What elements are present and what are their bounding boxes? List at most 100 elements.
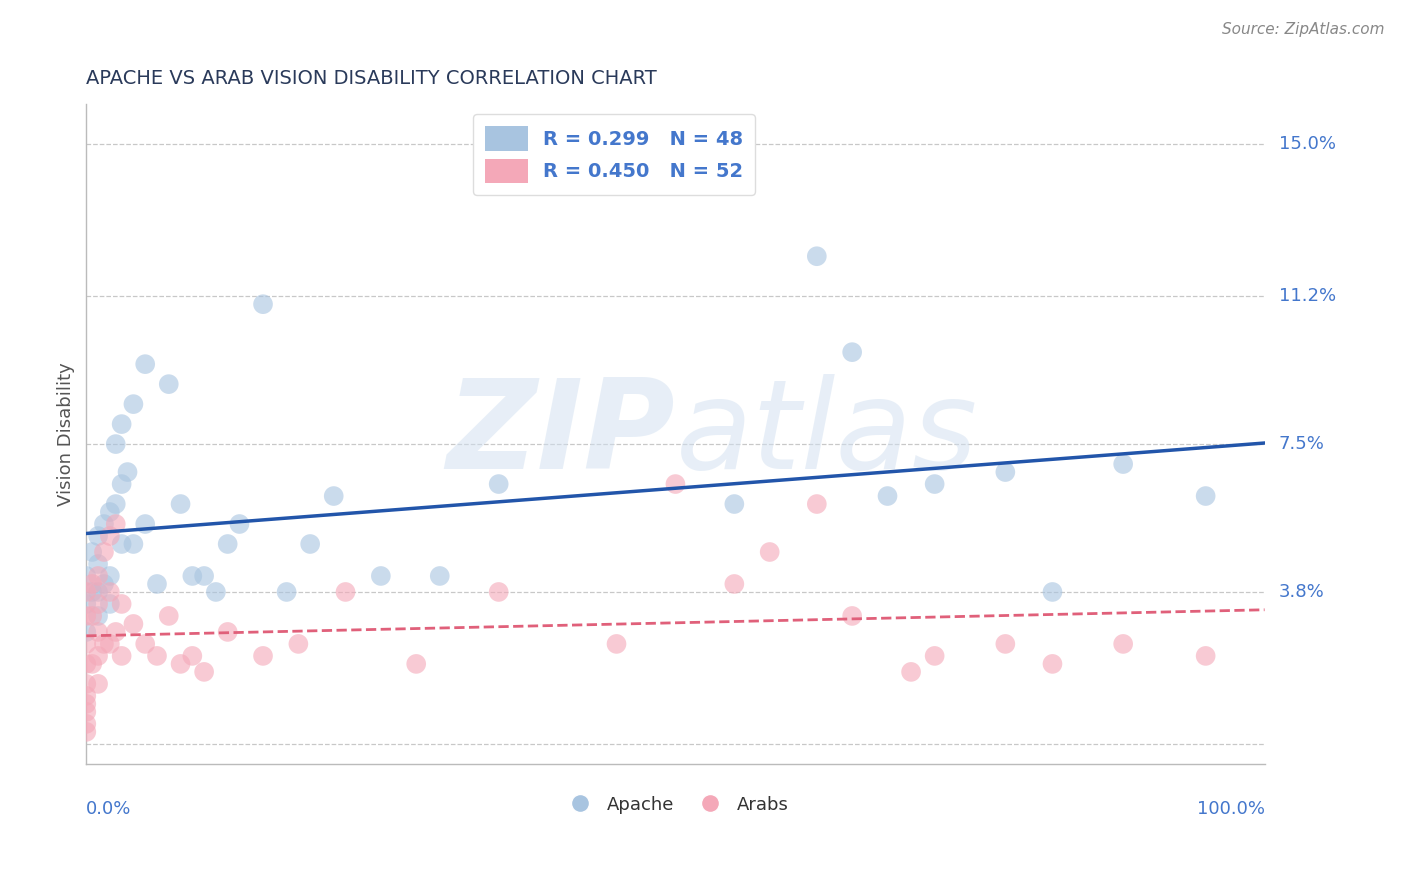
Text: atlas: atlas: [675, 374, 977, 494]
Point: [994, 465, 1017, 479]
Point: [664, 477, 686, 491]
Point: [299, 537, 322, 551]
Point: [75, 705, 97, 719]
Point: [93, 637, 115, 651]
Point: [117, 465, 139, 479]
Point: [429, 569, 451, 583]
Point: [1112, 457, 1135, 471]
Point: [370, 569, 392, 583]
Point: [806, 249, 828, 263]
Legend: Apache, Arabs: Apache, Arabs: [554, 789, 796, 821]
Point: [98, 585, 121, 599]
Point: [87, 569, 110, 583]
Point: [276, 585, 298, 599]
Point: [104, 516, 127, 531]
Text: 100.0%: 100.0%: [1197, 800, 1264, 818]
Point: [87, 529, 110, 543]
Point: [157, 377, 180, 392]
Point: [75, 609, 97, 624]
Point: [193, 569, 215, 583]
Point: [994, 637, 1017, 651]
Point: [841, 609, 863, 624]
Point: [111, 477, 134, 491]
Point: [723, 497, 745, 511]
Point: [1195, 648, 1218, 663]
Point: [98, 637, 121, 651]
Point: [1195, 489, 1218, 503]
Point: [723, 577, 745, 591]
Point: [335, 585, 357, 599]
Y-axis label: Vision Disability: Vision Disability: [58, 362, 75, 506]
Point: [104, 497, 127, 511]
Point: [82, 585, 104, 599]
Point: [488, 477, 510, 491]
Point: [104, 437, 127, 451]
Point: [605, 637, 627, 651]
Point: [75, 716, 97, 731]
Point: [75, 585, 97, 599]
Point: [111, 648, 134, 663]
Point: [1112, 637, 1135, 651]
Point: [924, 648, 946, 663]
Point: [87, 624, 110, 639]
Text: Source: ZipAtlas.com: Source: ZipAtlas.com: [1222, 22, 1385, 37]
Point: [806, 497, 828, 511]
Point: [75, 657, 97, 671]
Point: [87, 677, 110, 691]
Point: [82, 577, 104, 591]
Point: [252, 297, 274, 311]
Point: [924, 477, 946, 491]
Point: [1042, 657, 1064, 671]
Point: [98, 505, 121, 519]
Point: [900, 665, 922, 679]
Text: 11.2%: 11.2%: [1278, 287, 1336, 305]
Point: [111, 417, 134, 431]
Point: [122, 616, 145, 631]
Point: [134, 516, 156, 531]
Point: [87, 609, 110, 624]
Point: [134, 357, 156, 371]
Point: [122, 537, 145, 551]
Point: [841, 345, 863, 359]
Point: [75, 697, 97, 711]
Point: [146, 648, 169, 663]
Point: [82, 657, 104, 671]
Point: [205, 585, 228, 599]
Point: [157, 609, 180, 624]
Point: [405, 657, 427, 671]
Point: [181, 569, 204, 583]
Point: [87, 557, 110, 571]
Text: 7.5%: 7.5%: [1278, 435, 1324, 453]
Point: [169, 657, 191, 671]
Point: [75, 597, 97, 611]
Point: [146, 577, 169, 591]
Point: [134, 637, 156, 651]
Point: [75, 689, 97, 703]
Point: [82, 609, 104, 624]
Text: APACHE VS ARAB VISION DISABILITY CORRELATION CHART: APACHE VS ARAB VISION DISABILITY CORRELA…: [86, 69, 657, 87]
Point: [75, 624, 97, 639]
Point: [87, 585, 110, 599]
Text: 3.8%: 3.8%: [1278, 583, 1324, 601]
Point: [169, 497, 191, 511]
Point: [193, 665, 215, 679]
Point: [93, 577, 115, 591]
Point: [876, 489, 898, 503]
Text: 0.0%: 0.0%: [86, 800, 132, 818]
Point: [111, 597, 134, 611]
Text: 15.0%: 15.0%: [1278, 136, 1336, 153]
Point: [1042, 585, 1064, 599]
Point: [75, 677, 97, 691]
Point: [217, 537, 239, 551]
Point: [287, 637, 309, 651]
Point: [181, 648, 204, 663]
Point: [488, 585, 510, 599]
Point: [98, 597, 121, 611]
Point: [322, 489, 344, 503]
Point: [228, 516, 250, 531]
Point: [93, 516, 115, 531]
Point: [217, 624, 239, 639]
Point: [122, 397, 145, 411]
Point: [111, 537, 134, 551]
Text: ZIP: ZIP: [447, 374, 675, 494]
